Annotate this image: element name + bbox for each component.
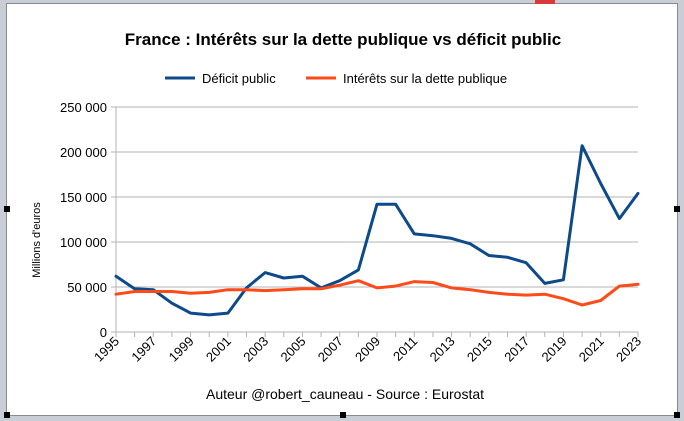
y-axis-label: Millions d'euros (31, 202, 43, 278)
x-tick-label: 2003 (240, 334, 271, 365)
x-tick-label: 2005 (277, 334, 308, 365)
x-tick-label: 2011 (390, 334, 420, 364)
y-tick-label: 250 000 (60, 100, 107, 115)
selection-handle[interactable] (4, 412, 10, 418)
y-axis-ticks: 0 50 000 100 000 150 000 200 000 250 000 (60, 100, 116, 340)
selection-handle[interactable] (340, 412, 346, 418)
x-tick-label: 1999 (166, 334, 197, 365)
chart-title: France : Intérêts sur la dette publique … (125, 30, 561, 49)
y-tick-label: 150 000 (60, 190, 107, 205)
x-tick-label: 2023 (613, 334, 644, 365)
series-group (114, 144, 640, 317)
legend: Déficit public Intérêts sur la dette pub… (165, 71, 507, 86)
series-line-interets (114, 279, 640, 307)
x-tick-label: 1997 (128, 334, 159, 365)
gridlines (116, 106, 638, 288)
selection-handle[interactable] (674, 412, 680, 418)
x-tick-label: 2021 (576, 334, 607, 365)
chart-footer: Auteur @robert_cauneau - Source : Eurost… (206, 386, 484, 402)
y-tick-label: 200 000 (60, 145, 107, 160)
y-tick-label: 100 000 (60, 235, 107, 250)
selection-marker (535, 0, 555, 4)
x-tick-label: 2019 (538, 334, 569, 365)
series-line-deficit (114, 144, 640, 317)
x-tick-label: 2001 (203, 334, 234, 365)
legend-label-deficit: Déficit public (202, 71, 276, 86)
x-tick-label: 2015 (464, 334, 495, 365)
legend-label-interets: Intérêts sur la dette publique (343, 71, 507, 86)
x-axis-ticks: 1995 1997 1999 2001 2003 2005 2007 2009 2011 2013… (91, 332, 644, 365)
x-tick-label: 2007 (315, 334, 346, 365)
x-tick-label: 1995 (91, 334, 122, 365)
x-tick-label: 2017 (501, 334, 532, 365)
x-tick-label: 2013 (427, 334, 458, 365)
y-tick-label: 0 (100, 325, 107, 340)
line-chart: France : Intérêts sur la dette publique … (31, 30, 644, 402)
selection-handle[interactable] (674, 206, 680, 212)
y-tick-label: 50 000 (67, 280, 107, 295)
chart-frame: France : Intérêts sur la dette publique … (4, 3, 680, 418)
x-tick-label: 2009 (352, 334, 383, 365)
selection-handle[interactable] (4, 206, 10, 212)
